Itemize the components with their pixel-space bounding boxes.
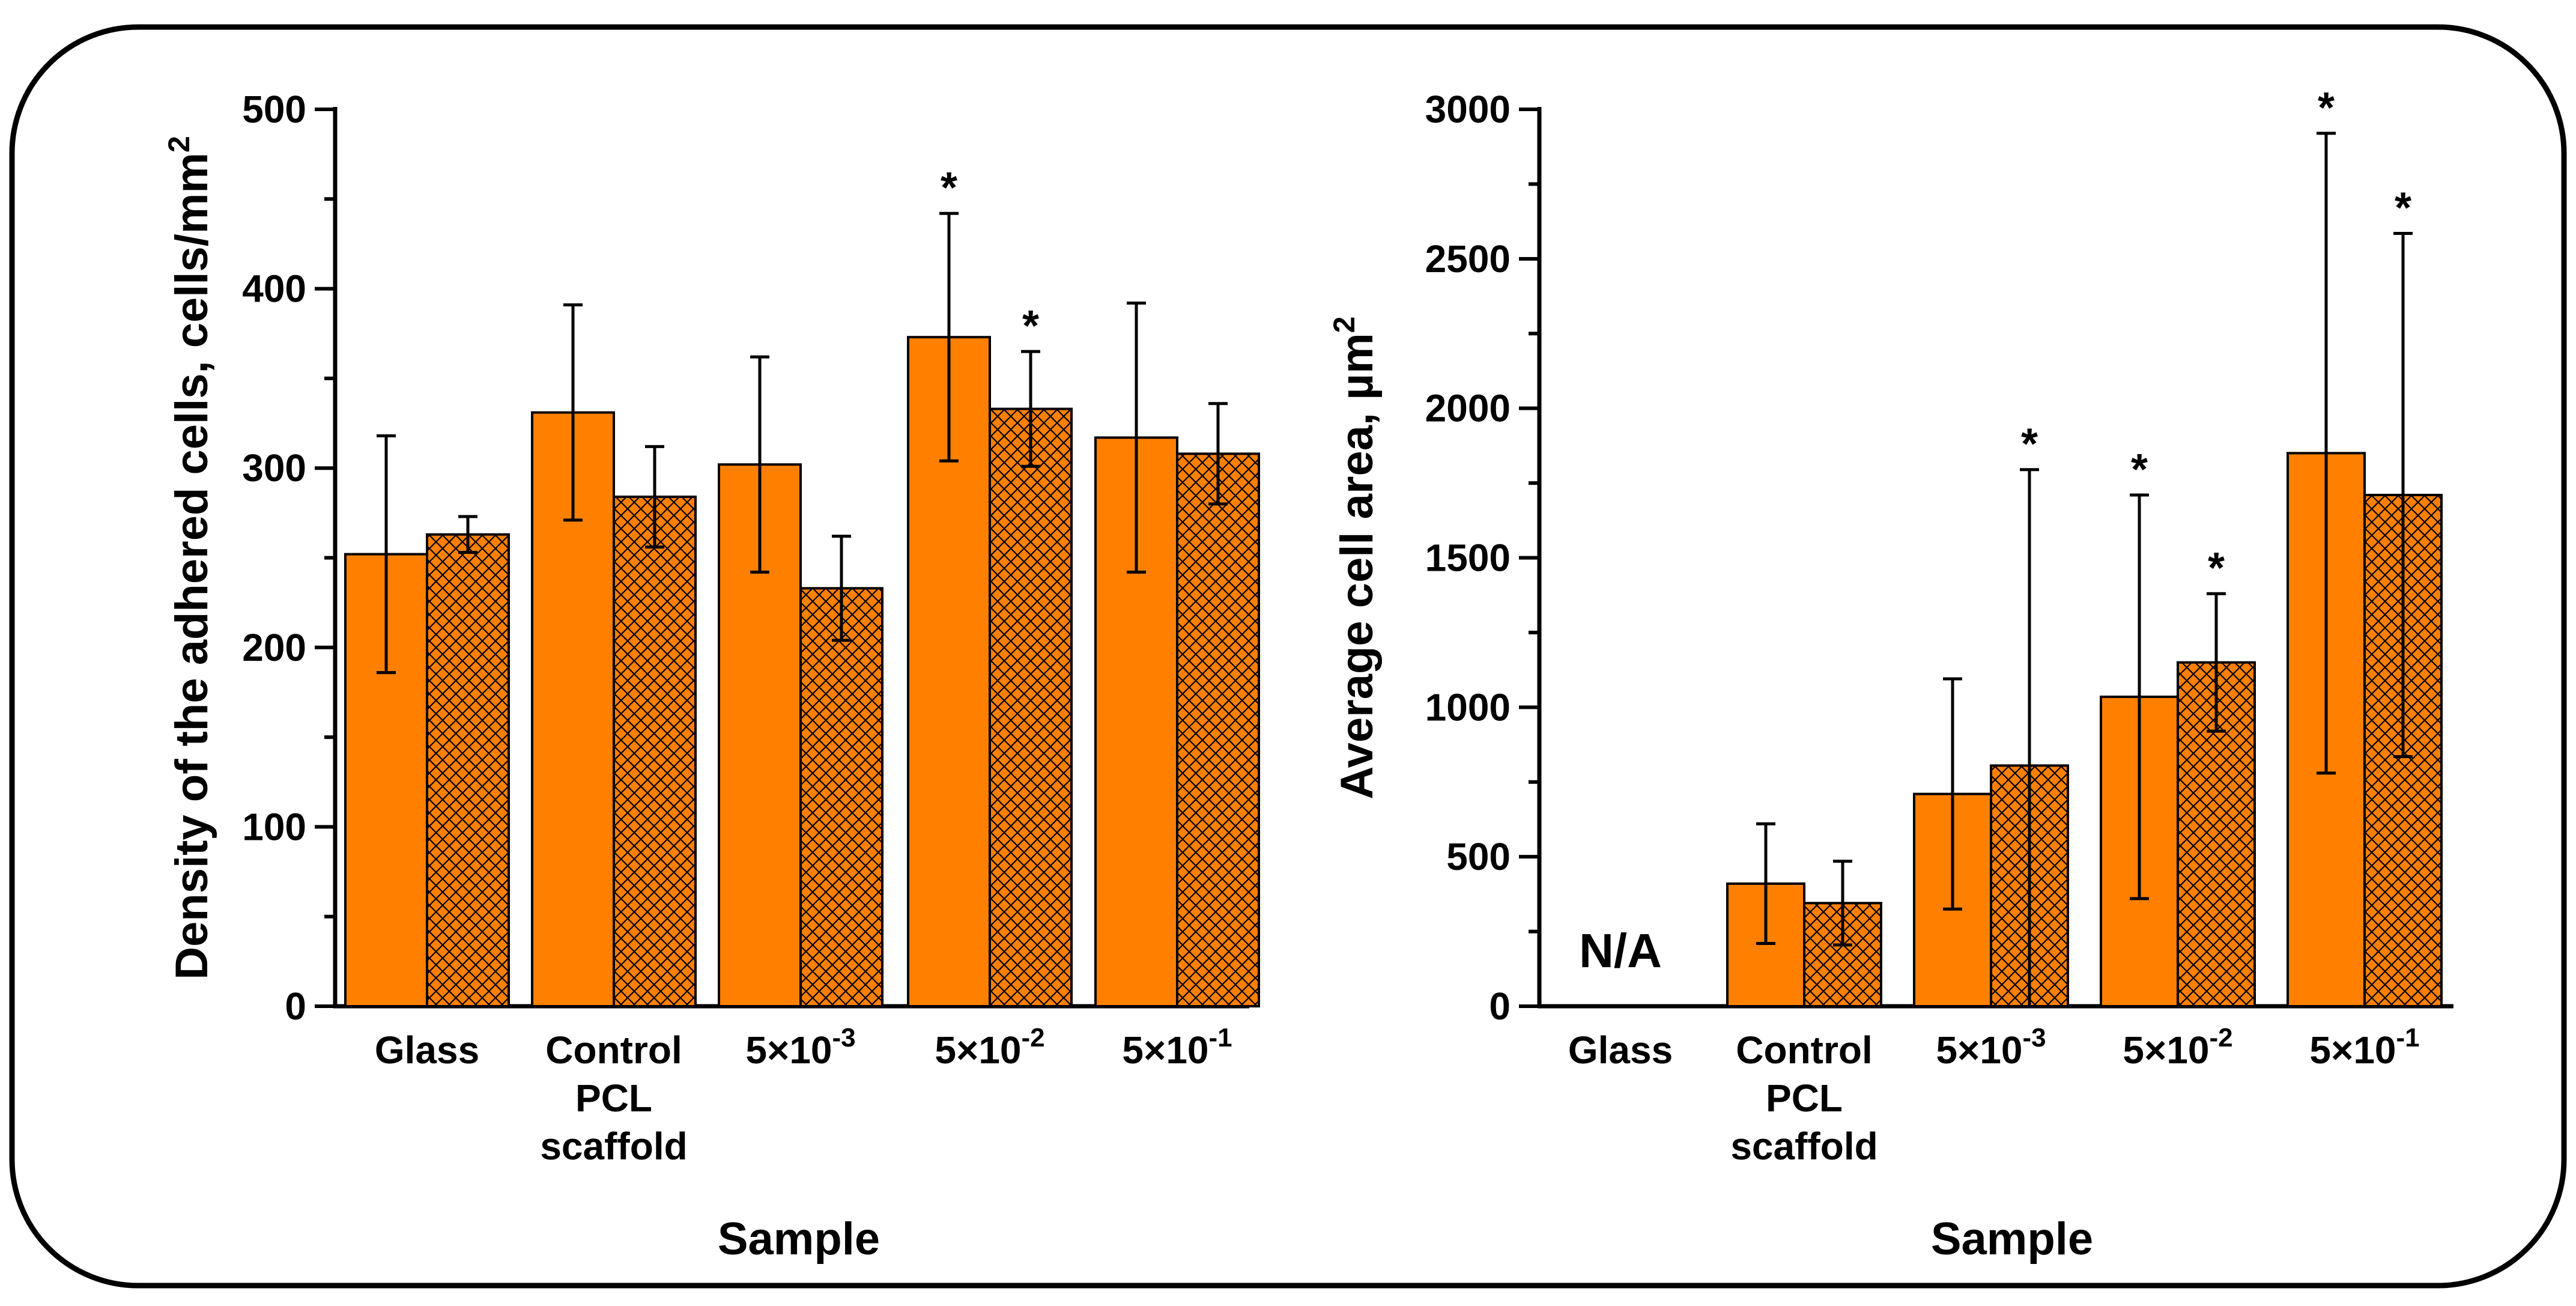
- y-tick-label: 1000: [1425, 685, 1511, 729]
- x-category-label-line: scaffold: [540, 1125, 687, 1168]
- x-category-label-line: Glass: [375, 1028, 479, 1072]
- bar-hatched: [1176, 452, 1260, 1007]
- bar-hatched: [426, 533, 510, 1007]
- x-category-label: 5×10-2: [2123, 1023, 2232, 1072]
- category-group: *: [1913, 421, 2069, 1007]
- x-category-label-line: Control: [1736, 1028, 1873, 1072]
- y-tick-label: 500: [1446, 835, 1511, 878]
- x-category-label-exponent: -2: [2210, 1023, 2233, 1052]
- x-category-label: Glass: [375, 1028, 479, 1072]
- x-category-label-exponent: -2: [1022, 1023, 1045, 1052]
- y-axis-title: Average cell area, µm2: [1327, 317, 1383, 800]
- x-category-label-exponent: -1: [1209, 1023, 1232, 1052]
- x-category-label: 5×10-2: [935, 1023, 1044, 1072]
- y-axis-title-text: Density of the adhered cells, cells/mm: [166, 153, 217, 980]
- significance-star: *: [2021, 421, 2038, 469]
- x-category-label: Control PCL scaffold: [540, 1028, 687, 1168]
- category-group: **: [2287, 84, 2443, 1007]
- x-category-label-base: 5×10: [2309, 1028, 2396, 1072]
- significance-star: *: [2131, 446, 2148, 494]
- category-group: [718, 355, 883, 1007]
- y-tick-label: 1500: [1425, 536, 1511, 580]
- category-group: [1094, 301, 1260, 1007]
- significance-star: *: [2395, 184, 2411, 232]
- x-category-label-line: Control: [545, 1028, 682, 1072]
- x-category-label-line: PCL: [1766, 1077, 1843, 1120]
- y-tick-label: 200: [242, 626, 306, 669]
- y-tick-label: 0: [1489, 985, 1511, 1028]
- x-category-label-base: 5×10: [745, 1028, 832, 1072]
- y-axis-title-superscript: 2: [162, 136, 196, 153]
- figure-frame: [9, 24, 2567, 1289]
- category-group: **: [2100, 446, 2256, 1008]
- axes: 0 100 200 300 400 500: [242, 88, 1249, 1028]
- y-tick-label: 0: [285, 985, 306, 1028]
- significance-star: *: [941, 164, 957, 212]
- category-group: **: [907, 164, 1073, 1007]
- y-tick-label: 500: [242, 88, 306, 131]
- category-group: [344, 434, 510, 1007]
- x-category-label-base: 5×10: [1936, 1028, 2022, 1072]
- category-group: [531, 303, 697, 1007]
- x-category-label-exponent: -3: [2023, 1023, 2046, 1052]
- x-category-label-base: 5×10: [2123, 1028, 2209, 1072]
- x-axis-title: Sample: [718, 1213, 880, 1265]
- density-chart: 0 100 200 300 400 500 Density of the adhered c…: [162, 88, 1260, 1265]
- bar-hatched: [799, 587, 883, 1007]
- x-category-label: 5×10-1: [1122, 1023, 1232, 1072]
- y-axis-title-superscript: 2: [1327, 317, 1361, 333]
- x-category-label: 5×10-3: [1936, 1023, 2046, 1072]
- x-category-label: 5×10-3: [745, 1023, 855, 1072]
- bar-hatched: [613, 495, 697, 1007]
- y-tick-label: 2000: [1425, 387, 1511, 430]
- not-available-label: N/A: [1579, 924, 1662, 977]
- y-tick-label: 400: [242, 267, 306, 311]
- cell-area-chart: 0 500 1000 1500 2000 2500 3000 Average cell are…: [1327, 84, 2453, 1265]
- significance-star: *: [2208, 544, 2225, 592]
- y-axis-title: Density of the adhered cells, cells/mm2: [162, 136, 217, 980]
- y-tick-label: 2500: [1425, 237, 1511, 281]
- x-category-label-line: PCL: [575, 1077, 652, 1120]
- x-category-label-exponent: -3: [832, 1023, 856, 1052]
- category-group: [1726, 822, 1882, 1008]
- y-tick-label: 100: [242, 805, 306, 848]
- axes: 0 500 1000 1500 2000 2500 3000: [1425, 88, 2453, 1028]
- y-axis-title-text: Average cell area, µm: [1332, 333, 1383, 799]
- significance-star: *: [2318, 84, 2335, 132]
- bar-hatched: [989, 407, 1073, 1007]
- x-category-label-exponent: -1: [2396, 1023, 2420, 1052]
- x-category-label-base: 5×10: [935, 1028, 1021, 1072]
- x-category-label-line: scaffold: [1730, 1125, 1877, 1168]
- x-axis-title: Sample: [1931, 1213, 2093, 1265]
- x-category-label: Control PCL scaffold: [1730, 1028, 1877, 1168]
- x-category-label: Glass: [1568, 1028, 1673, 1072]
- significance-star: *: [1022, 302, 1039, 350]
- x-category-label-base: 5×10: [1122, 1028, 1208, 1072]
- x-category-label: 5×10-1: [2309, 1023, 2419, 1072]
- y-tick-label: 300: [242, 446, 306, 490]
- x-category-label-line: Glass: [1568, 1028, 1673, 1072]
- y-tick-label: 3000: [1425, 88, 1511, 131]
